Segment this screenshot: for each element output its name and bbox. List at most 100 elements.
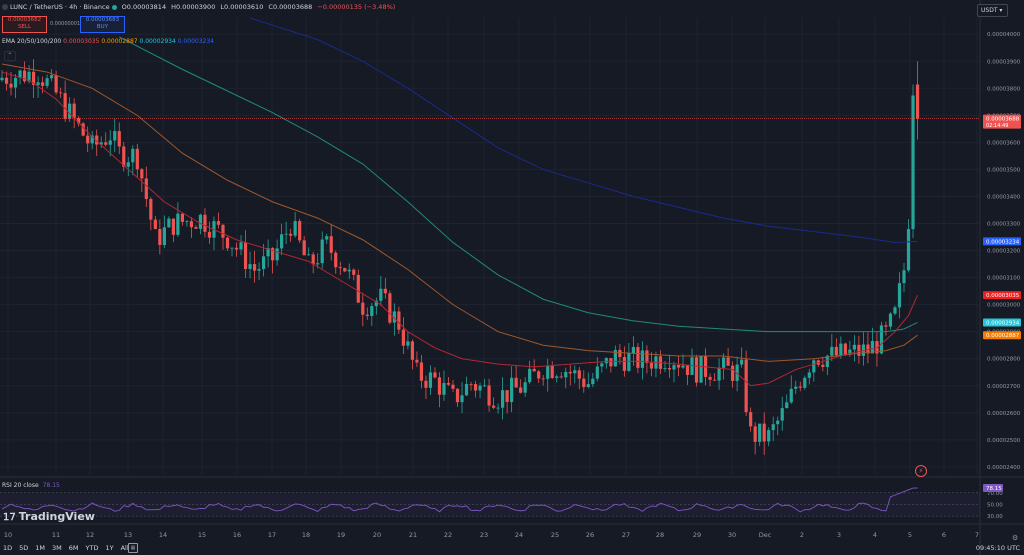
- date-range-icon[interactable]: ▦: [128, 543, 138, 553]
- candle-body: [54, 75, 58, 93]
- candle-body: [708, 376, 712, 380]
- candle-body: [216, 221, 221, 225]
- currency-selector[interactable]: USDT ▾: [977, 4, 1008, 17]
- rsi-tick-label: 50.00: [987, 502, 1003, 508]
- candle-body: [171, 218, 175, 235]
- x-tick-label: 24: [515, 531, 523, 539]
- candle-body: [789, 388, 793, 403]
- candle-body: [307, 254, 311, 256]
- ema100-line: [119, 36, 918, 333]
- period-3m[interactable]: 3M: [52, 544, 62, 552]
- period-1y[interactable]: 1Y: [105, 544, 114, 552]
- candle-body: [149, 199, 153, 220]
- candle-body: [302, 240, 306, 256]
- x-tick-label: 20: [373, 531, 381, 539]
- candle-body: [194, 227, 198, 229]
- x-tick-label: 28: [656, 531, 664, 539]
- ema200-value: 0.00003234: [177, 38, 214, 45]
- period-5d[interactable]: 5D: [19, 544, 29, 552]
- candle-body: [140, 169, 144, 179]
- chart-header: LUNC / TetherUS · 4h · Binance O0.000038…: [2, 3, 398, 11]
- candle-body: [681, 365, 685, 368]
- candle-body: [419, 362, 424, 381]
- candle-body: [203, 214, 207, 232]
- candle-body: [379, 288, 383, 301]
- ema-legend[interactable]: EMA 20/50/100/200 0.00003035 0.00002887 …: [2, 38, 214, 45]
- ema100-value: 0.00002934: [139, 38, 176, 45]
- candle-body: [230, 247, 234, 249]
- candle-body: [473, 384, 478, 391]
- candle-body: [248, 264, 252, 269]
- candle-body: [577, 370, 581, 379]
- candle-body: [392, 311, 396, 323]
- period-all[interactable]: All: [120, 544, 129, 552]
- candle-body: [609, 358, 613, 367]
- candle-body: [830, 346, 834, 356]
- rsi-legend[interactable]: RSI 20 close 78.15: [2, 482, 60, 489]
- x-tick-label: 3: [837, 531, 841, 539]
- candle-body: [234, 247, 239, 250]
- price-tag-bg: [983, 291, 1021, 300]
- candle-body: [108, 140, 112, 145]
- y-tick-label: 0.00004000: [987, 32, 1021, 38]
- candle-body: [325, 236, 329, 240]
- symbol-title[interactable]: LUNC / TetherUS · 4h · Binance: [10, 3, 110, 11]
- x-tick-label: 23: [480, 531, 488, 539]
- buy-button[interactable]: 0.00003683 BUY: [80, 16, 125, 33]
- candle-body: [586, 384, 590, 387]
- x-tick-label: 19: [337, 531, 345, 539]
- candle-body: [645, 350, 649, 363]
- x-tick-label: Dec: [759, 531, 772, 539]
- candle-body: [356, 274, 360, 303]
- y-tick-label: 0.00003200: [987, 249, 1021, 255]
- period-1m[interactable]: 1M: [35, 544, 46, 552]
- candle-body: [437, 377, 442, 395]
- candle-body: [807, 372, 811, 378]
- tradingview-logo[interactable]: 𝟣𝟩 TradingView: [3, 510, 95, 523]
- period-6m[interactable]: 6M: [68, 544, 79, 552]
- collapse-legend-icon[interactable]: ⌃: [4, 51, 16, 61]
- candle-body: [568, 371, 572, 374]
- sell-label: SELL: [17, 24, 32, 30]
- candle-body: [649, 362, 654, 369]
- sell-button[interactable]: 0.00003682 SELL: [2, 16, 47, 33]
- candle-body: [126, 162, 130, 167]
- candle-body: [361, 302, 365, 315]
- alert-icon[interactable]: ⚡: [915, 465, 927, 477]
- utc-clock[interactable]: 09:45:10 UTC: [975, 544, 1020, 552]
- candle-body: [699, 356, 703, 383]
- candle-body: [685, 365, 690, 375]
- ema200-line: [249, 17, 918, 243]
- candle-body: [320, 239, 324, 264]
- y-tick-label: 0.00003400: [987, 194, 1021, 200]
- y-tick-label: 0.00003800: [987, 86, 1021, 92]
- candle-body: [519, 387, 523, 393]
- candle-body: [803, 377, 807, 388]
- candle-body: [794, 386, 798, 389]
- x-tick-label: 15: [198, 531, 206, 539]
- y-tick-label: 0.00003000: [987, 303, 1021, 309]
- ohlc-open: O0.00003814: [121, 3, 167, 11]
- price-tag-bg: [983, 237, 1021, 246]
- candle-body: [906, 229, 911, 271]
- candle-body: [753, 426, 757, 442]
- rsi-tick-label: 70.00: [987, 491, 1003, 497]
- candle-body: [167, 218, 171, 228]
- candle-body: [266, 248, 270, 257]
- candle-body: [401, 329, 405, 346]
- ohlc-high: H0.00003900: [171, 3, 216, 11]
- candle-body: [334, 252, 338, 268]
- period-1d[interactable]: 1D: [3, 544, 13, 552]
- candle-body: [722, 357, 726, 368]
- candle-body: [672, 365, 676, 370]
- candle-body: [446, 382, 451, 385]
- candle-body: [487, 385, 491, 406]
- candle-body: [329, 236, 333, 253]
- period-ytd[interactable]: YTD: [85, 544, 99, 552]
- x-tick-label: 10: [4, 531, 12, 539]
- candle-body: [72, 103, 76, 118]
- candle-body: [280, 234, 284, 249]
- candle-body: [550, 365, 554, 378]
- candle-body: [144, 178, 148, 200]
